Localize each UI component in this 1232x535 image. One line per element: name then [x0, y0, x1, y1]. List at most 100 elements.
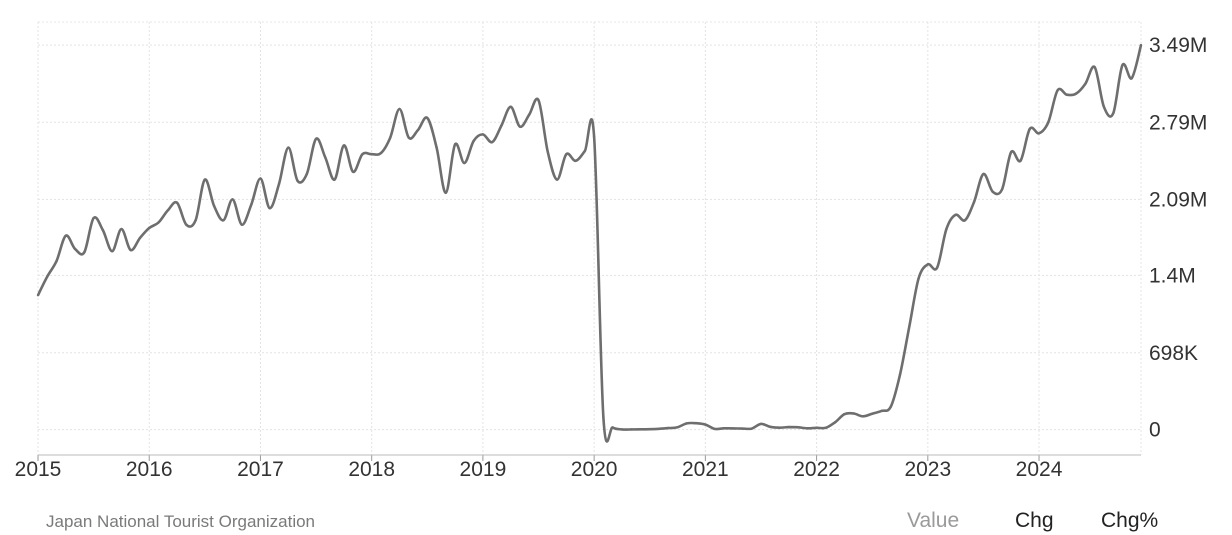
data-point [583, 149, 587, 153]
data-point [259, 177, 262, 180]
data-point [463, 161, 466, 165]
series-line [36, 44, 1143, 443]
y-tick-label: 698K [1149, 342, 1198, 365]
data-point [982, 172, 985, 176]
data-point [657, 427, 661, 430]
data-point [389, 136, 392, 139]
data-point [240, 223, 244, 226]
data-point [926, 263, 929, 266]
data-point [574, 159, 577, 162]
data-point [129, 248, 132, 252]
data-point [741, 427, 744, 430]
x-tick-label: 2018 [348, 458, 395, 481]
y-tick-label: 2.79M [1149, 111, 1207, 134]
data-point [120, 227, 123, 231]
data-point [324, 156, 327, 159]
data-point [314, 137, 318, 140]
data-point [889, 405, 892, 409]
data-point [871, 412, 874, 415]
data-point [852, 412, 855, 415]
data-point [1028, 127, 1032, 131]
y-tick-label: 3.49M [1149, 34, 1207, 57]
data-point [342, 144, 346, 147]
data-point [64, 234, 68, 237]
y-axis: 0 698K 1.4M 2.09M 2.79M 3.49M [1149, 34, 1207, 442]
data-point [222, 219, 225, 222]
data-point [379, 151, 383, 155]
data-point [101, 229, 105, 232]
data-point [1056, 89, 1059, 92]
data-point [778, 426, 781, 429]
x-tick-label: 2020 [571, 458, 618, 481]
tab-chg[interactable]: Chg [1015, 509, 1054, 532]
data-point [620, 428, 624, 431]
data-point [861, 415, 865, 418]
data-point [398, 107, 401, 111]
data-point [935, 266, 939, 269]
data-point [1065, 93, 1069, 96]
data-point [639, 428, 642, 431]
x-tick-label: 2023 [904, 458, 951, 481]
data-point [73, 247, 77, 251]
data-point [1084, 82, 1087, 85]
data-point [444, 191, 447, 194]
data-point [1102, 105, 1106, 109]
x-tick-label: 2016 [126, 458, 173, 481]
data-point [694, 422, 698, 425]
data-point [963, 219, 967, 222]
data-point [565, 153, 568, 156]
y-tick-label: 2.09M [1149, 188, 1207, 211]
data-point [1139, 43, 1143, 47]
data-point [185, 223, 188, 226]
tab-chg-percent[interactable]: Chg% [1101, 509, 1159, 532]
data-point [268, 207, 271, 210]
data-point [1121, 63, 1124, 67]
data-point [1037, 132, 1041, 135]
data-point [175, 201, 179, 204]
data-point [917, 277, 920, 280]
data-point [722, 427, 726, 430]
data-point [602, 416, 605, 419]
data-point [1019, 159, 1022, 162]
data-point [815, 426, 818, 429]
data-point [148, 226, 151, 230]
data-point [277, 182, 281, 186]
x-tick-label: 2019 [460, 458, 507, 481]
data-point [166, 209, 169, 212]
x-tick-label: 2021 [682, 458, 729, 481]
chart-grid [37, 21, 1142, 455]
data-point [453, 143, 457, 146]
data-point [750, 427, 753, 430]
data-point [1093, 66, 1096, 69]
data-point [92, 216, 95, 220]
data-point [528, 113, 531, 116]
x-tick-label: 2024 [1016, 458, 1063, 481]
data-point [212, 204, 216, 208]
data-point [83, 251, 86, 254]
data-point [407, 136, 410, 139]
tab-value[interactable]: Value [907, 509, 960, 532]
data-point [518, 125, 522, 128]
data-point [555, 178, 559, 181]
data-point [416, 128, 420, 132]
data-point [351, 170, 355, 173]
data-point [296, 179, 299, 182]
data-point [954, 213, 957, 216]
data-point [843, 413, 846, 416]
x-axis: 2015 2016 2017 2018 2019 2020 2021 2022 2023 2024 [15, 454, 1141, 481]
data-point [481, 133, 485, 136]
data-point [759, 422, 763, 426]
data-point [973, 200, 976, 203]
data-point [1130, 77, 1133, 80]
x-tick-label: 2015 [15, 458, 62, 481]
data-point [1000, 188, 1004, 191]
data-point [704, 423, 707, 426]
data-point [55, 259, 58, 263]
data-point [685, 422, 688, 425]
data-point [194, 219, 197, 222]
data-point [203, 178, 206, 181]
x-tick-label: 2022 [793, 458, 840, 481]
y-tick-label: 0 [1149, 419, 1161, 442]
data-point [630, 428, 633, 431]
data-point [824, 426, 828, 429]
